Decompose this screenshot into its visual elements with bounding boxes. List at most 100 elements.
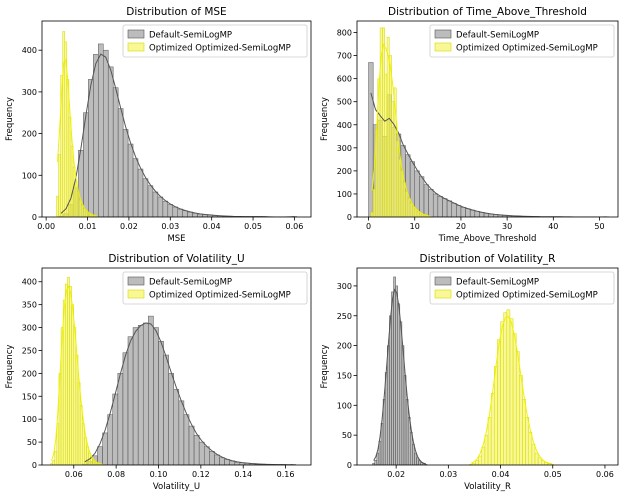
histogram-bar [391, 101, 395, 217]
x-tick-label: 0.08 [107, 470, 125, 479]
series-default [81, 315, 296, 465]
histogram-bar [515, 351, 520, 465]
histogram-bar [456, 205, 462, 217]
histogram-bar [500, 321, 504, 465]
histogram-bar [224, 459, 230, 465]
y-tick-label: 0 [32, 461, 37, 470]
x-axis-label: MSE [167, 234, 185, 244]
y-tick-label: 150 [337, 371, 352, 380]
histogram-bar [69, 286, 72, 465]
histogram-bar [503, 312, 508, 465]
histogram-bar [397, 303, 401, 465]
histogram-bar [67, 276, 70, 465]
x-tick-label: 0 [366, 222, 371, 231]
histogram-bar [442, 198, 448, 217]
histogram-bar [407, 198, 411, 217]
histogram-bar [512, 333, 517, 465]
y-tick-label: 700 [337, 52, 352, 61]
y-tick-label: 200 [337, 167, 352, 176]
y-axis-label: Frequency [5, 345, 15, 389]
legend: Default-SemiLogMP Optimized Optimized-Sem… [429, 24, 615, 58]
legend-swatch-default [127, 29, 145, 39]
histogram-bar [142, 178, 149, 217]
chart-panel-4: 0.02 0.03 0.04 0.05 0.06 0 50 100 150 200 250 300 Di… [320, 253, 619, 492]
chart-title: Distribution of Time_Above_Threshold [388, 6, 587, 18]
histogram-bar [71, 304, 75, 465]
histogram-bar [399, 321, 403, 465]
chart-title: Distribution of Volatility_U [108, 253, 244, 265]
histogram-bar [398, 159, 402, 217]
histogram-bar [157, 196, 164, 217]
plot-area [50, 276, 296, 465]
histogram-bar [102, 49, 109, 217]
histogram-bar [182, 210, 188, 217]
series-optimized [370, 27, 432, 217]
histogram-bar [437, 195, 443, 217]
kde-line-optimized [470, 315, 553, 465]
histogram-bar [65, 283, 68, 465]
histogram-bar [167, 204, 174, 217]
histogram-bar [162, 200, 169, 217]
chart-title: Distribution of Volatility_R [420, 253, 556, 265]
legend: Default-SemiLogMP Optimized Optimized-Sem… [122, 271, 308, 305]
histogram-bar [484, 434, 489, 465]
histogram-bar [81, 423, 85, 465]
y-tick-label: 100 [337, 401, 352, 410]
legend-label-optimized: Optimized Optimized-SemiLogMP [456, 291, 598, 301]
y-tick-label: 200 [22, 130, 37, 139]
legend-box [122, 24, 308, 58]
histogram-bar [203, 446, 210, 465]
histogram-bar [188, 425, 195, 465]
histogram-bar [62, 31, 66, 217]
legend-label-optimized: Optimized Optimized-SemiLogMP [149, 291, 291, 301]
legend-label-optimized: Optimized Optimized-SemiLogMP [456, 44, 598, 54]
legend-label-optimized: Optimized Optimized-SemiLogMP [149, 44, 291, 54]
legend-swatch-optimized [434, 42, 452, 52]
chart-panel-1: 0.00 0.01 0.02 0.03 0.04 0.05 0.06 0 100 200 300 40… [5, 6, 312, 244]
x-tick-label: 0.04 [492, 470, 510, 479]
x-tick-label: 0.02 [387, 470, 405, 479]
x-tick-label: 0.14 [234, 470, 252, 479]
histogram-bar [372, 189, 376, 217]
histogram-bar [56, 423, 60, 465]
y-tick-label: 100 [22, 171, 37, 180]
histogram-bar [490, 393, 495, 465]
histogram-bar [525, 416, 529, 465]
histogram-bar [432, 193, 439, 217]
histogram-bar [382, 27, 385, 217]
histogram-bar [428, 189, 434, 217]
y-tick-label: 400 [22, 46, 37, 55]
y-tick-label: 250 [22, 346, 37, 355]
chart-panel-2: 0 10 20 30 40 500100200300400500600700800Dist… [320, 6, 619, 244]
histogram-bar [370, 212, 374, 217]
histogram-bar [389, 315, 392, 465]
y-tick-label: 350 [22, 301, 37, 310]
histogram-bar [506, 309, 511, 465]
axes-frame [41, 20, 312, 218]
legend-label-default: Default-SemiLogMP [149, 278, 232, 288]
histogram-bar [531, 443, 536, 465]
histogram-bar [198, 441, 205, 465]
histogram-bar [384, 73, 388, 217]
x-tick-label: 0.03 [161, 222, 179, 231]
histogram-bar [86, 446, 89, 465]
histogram-bar [412, 206, 415, 217]
legend-swatch-optimized [434, 289, 452, 299]
histogram-bar [465, 208, 471, 217]
histogram-bar [70, 145, 74, 217]
legend-box [122, 271, 308, 305]
x-tick-label: 40 [548, 222, 558, 231]
x-tick-label: 0.06 [596, 470, 614, 479]
x-tick-label: 0.01 [79, 222, 97, 231]
y-tick-label: 300 [22, 88, 37, 97]
legend-swatch-optimized [127, 289, 145, 299]
legend: Default-SemiLogMP Optimized Optimized-Sem… [429, 271, 615, 305]
histogram-bar [107, 414, 113, 465]
histogram-bar [478, 455, 483, 465]
histogram-bar [400, 170, 404, 217]
histogram-bar [66, 79, 70, 217]
plot-area [372, 276, 555, 465]
histogram-bar [391, 291, 394, 465]
x-tick-label: 0.05 [544, 470, 562, 479]
